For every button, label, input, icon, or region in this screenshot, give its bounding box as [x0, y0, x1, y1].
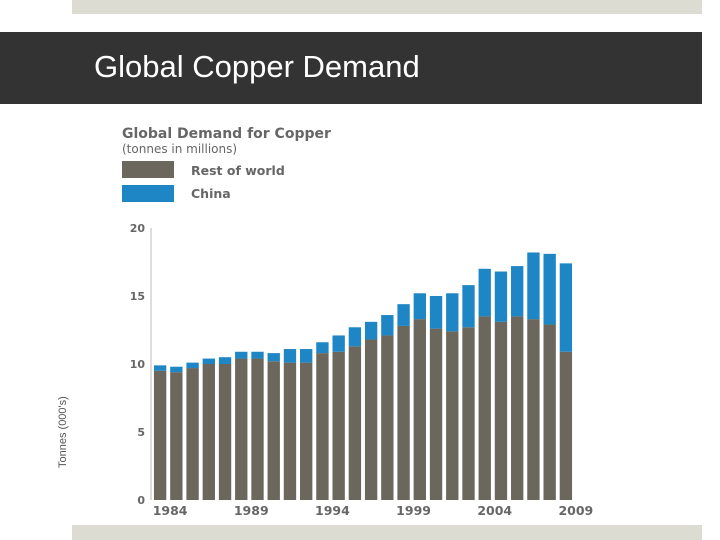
bar-rest-of-world-2009: [559, 351, 573, 500]
bar-rest-of-world-2006: [511, 316, 524, 500]
chart-title: Global Demand for Copper: [122, 126, 331, 142]
bar-rest-of-world-1993: [300, 362, 313, 500]
x-tick-label: 2009: [558, 503, 593, 518]
bar-china-1996: [348, 327, 362, 347]
legend-label-china: China: [191, 186, 231, 201]
bar-rest-of-world-1989: [235, 358, 248, 500]
bar-china-2000: [413, 293, 426, 320]
bar-china-1985: [170, 366, 183, 373]
bar-china-1990: [251, 351, 264, 359]
title-bar: [0, 32, 702, 104]
bar-china-2007: [527, 252, 540, 320]
bar-china-2004: [478, 268, 491, 317]
bar-china-2003: [462, 285, 475, 328]
bar-china-2008: [543, 253, 556, 325]
bar-rest-of-world-1998: [381, 335, 394, 500]
bar-china-1988: [218, 357, 232, 364]
x-tick-label: 1989: [234, 503, 269, 518]
x-tick-label: 1984: [153, 503, 188, 518]
bar-china-1984: [153, 365, 167, 371]
bar-rest-of-world-1992: [283, 362, 297, 500]
y-tick-label: 20: [130, 222, 146, 235]
y-tick-label: 15: [130, 290, 145, 303]
chart-subtitle: (tonnes in millions): [122, 142, 237, 156]
bar-rest-of-world-1995: [332, 351, 345, 500]
bar-rest-of-world-1985: [170, 372, 183, 500]
bar-rest-of-world-2003: [462, 327, 475, 500]
bar-china-2006: [511, 266, 524, 317]
bar-rest-of-world-1987: [202, 364, 215, 500]
bar-china-1998: [381, 315, 394, 336]
bar-china-1992: [283, 349, 297, 363]
bar-china-2002: [446, 293, 459, 332]
x-axis-ticks: 1984 1989 1994 1999 2004 2009: [153, 503, 594, 518]
bar-rest-of-world-2004: [478, 316, 491, 500]
legend-swatch-rest-of-world: [122, 161, 174, 178]
legend-label-rest-of-world: Rest of world: [191, 163, 285, 178]
bar-rest-of-world-2007: [527, 319, 540, 500]
bar-rest-of-world-1988: [218, 364, 232, 500]
bar-china-1987: [202, 358, 215, 364]
x-tick-label: 1999: [396, 503, 431, 518]
top-decorative-strip: [72, 0, 702, 14]
bar-china-1994: [316, 342, 329, 354]
bar-china-1991: [267, 353, 280, 362]
bar-series-group: [153, 252, 573, 500]
bar-rest-of-world-2002: [446, 331, 459, 500]
bar-china-1999: [397, 304, 410, 326]
bar-rest-of-world-1996: [348, 346, 362, 500]
bar-china-1995: [332, 335, 345, 352]
bar-china-2005: [494, 271, 508, 322]
slide-title: Global Copper Demand: [94, 49, 420, 84]
bar-rest-of-world-1986: [186, 368, 199, 500]
bar-rest-of-world-2008: [543, 324, 556, 500]
bar-china-2001: [429, 296, 443, 329]
bottom-decorative-strip: [72, 525, 702, 540]
bar-rest-of-world-1997: [364, 339, 378, 500]
legend-swatch-china: [122, 185, 174, 202]
bar-china-1989: [235, 351, 248, 359]
bar-rest-of-world-1990: [251, 358, 264, 500]
bar-rest-of-world-2001: [429, 328, 443, 500]
bar-china-1993: [300, 349, 313, 363]
y-axis-label: Tonnes (000's): [57, 396, 69, 468]
x-tick-label: 2004: [477, 503, 512, 518]
bar-rest-of-world-1999: [397, 325, 410, 500]
y-axis-ticks: 0 5 10 15 20: [130, 222, 146, 507]
copper-demand-chart: Global Demand for Copper (tonnes in mill…: [57, 126, 594, 518]
bar-rest-of-world-2000: [413, 319, 426, 500]
bar-rest-of-world-1984: [153, 370, 167, 500]
y-tick-label: 5: [137, 426, 145, 439]
x-tick-label: 1994: [315, 503, 350, 518]
y-tick-label: 0: [137, 494, 145, 507]
bar-china-2009: [559, 263, 573, 352]
bar-china-1986: [186, 362, 199, 369]
bar-china-1997: [364, 321, 378, 340]
bar-rest-of-world-1994: [316, 353, 329, 500]
y-tick-label: 10: [130, 358, 146, 371]
bar-rest-of-world-2005: [494, 321, 508, 500]
bar-rest-of-world-1991: [267, 361, 280, 500]
